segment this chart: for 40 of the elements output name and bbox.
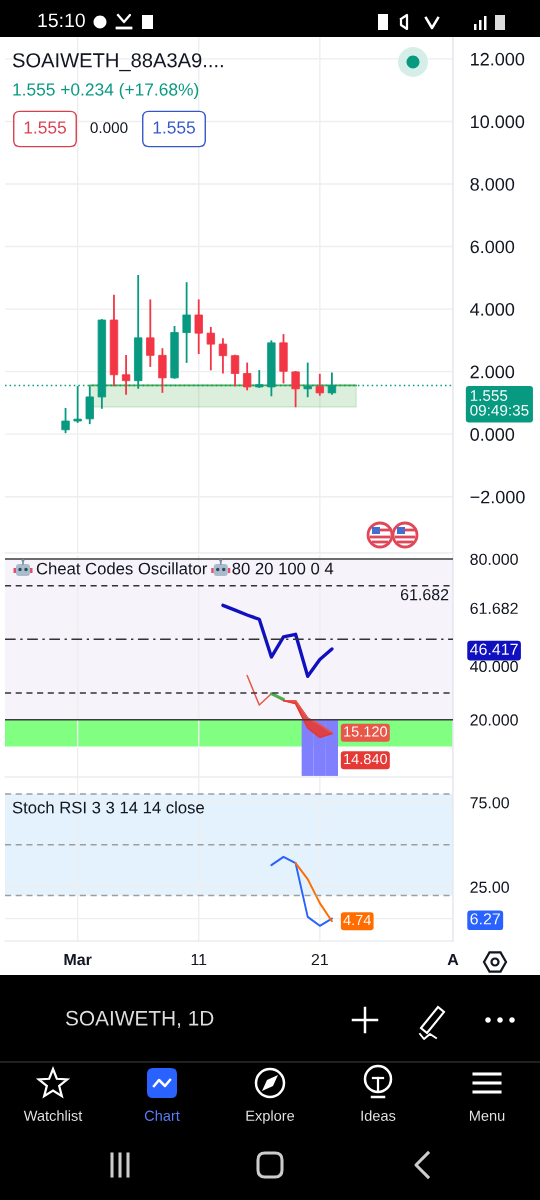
y-tick-label: 80.000 [470, 553, 518, 565]
y-tick-label: 10.000 [471, 115, 525, 129]
y-tick-label: −2.000 [470, 490, 525, 504]
y-tick-label: 61.682 [470, 602, 518, 615]
text: 15:10 [38, 13, 85, 28]
chart-title: Cheat Codes Oscillator [36, 562, 208, 575]
y-tick-label: 0.000 [470, 428, 515, 441]
x-tick-label: A [447, 954, 459, 966]
y-tick-label: 4.000 [470, 303, 515, 316]
x-tick-label: Mar [64, 954, 92, 966]
y-tick-label: 2.000 [470, 365, 515, 379]
annotation: 1.555 [24, 121, 66, 134]
text: Stoch RSI 3 3 14 14 close [12, 801, 204, 814]
x-tick-label: 11 [191, 954, 207, 966]
y-tick-label: 75.00 [470, 797, 510, 809]
text: Chart [144, 1110, 180, 1121]
text: SOAIWETH, 1D [65, 1010, 214, 1029]
text: Menu [469, 1110, 505, 1121]
y-tick-label: 40.000 [470, 660, 518, 673]
ref-line-label: 1.555 09:49:35 [470, 390, 529, 416]
data-label: 4.74 [343, 914, 371, 925]
data-label: 14.840 [344, 753, 388, 765]
y-tick-label: 46.417 [470, 643, 518, 655]
text: Watchlist [23, 1110, 83, 1121]
y-tick-label: 25.00 [470, 881, 510, 893]
y-tick-label: 6.27 [470, 913, 500, 925]
text: Explore [246, 1110, 295, 1124]
annotation: 61.682 [400, 588, 449, 601]
text: SOAIWETH_88A3A9.... [12, 53, 223, 72]
y-tick-label: 8.000 [470, 177, 515, 191]
annotation: 0.000 [90, 122, 128, 134]
y-tick-label: 20.000 [470, 714, 518, 726]
x-tick-label: 21 [311, 953, 328, 966]
data-label: 15.120 [344, 726, 388, 737]
text: Ideas [361, 1110, 396, 1121]
y-tick-label: 12.000 [471, 52, 525, 66]
y-tick-label: 6.000 [470, 240, 515, 254]
annotation: 1.555 [153, 121, 195, 134]
chart-subtitle: 80 20 100 0 4 [232, 562, 334, 575]
text: 1.555 +0.234 (+17.68%) [13, 82, 199, 100]
